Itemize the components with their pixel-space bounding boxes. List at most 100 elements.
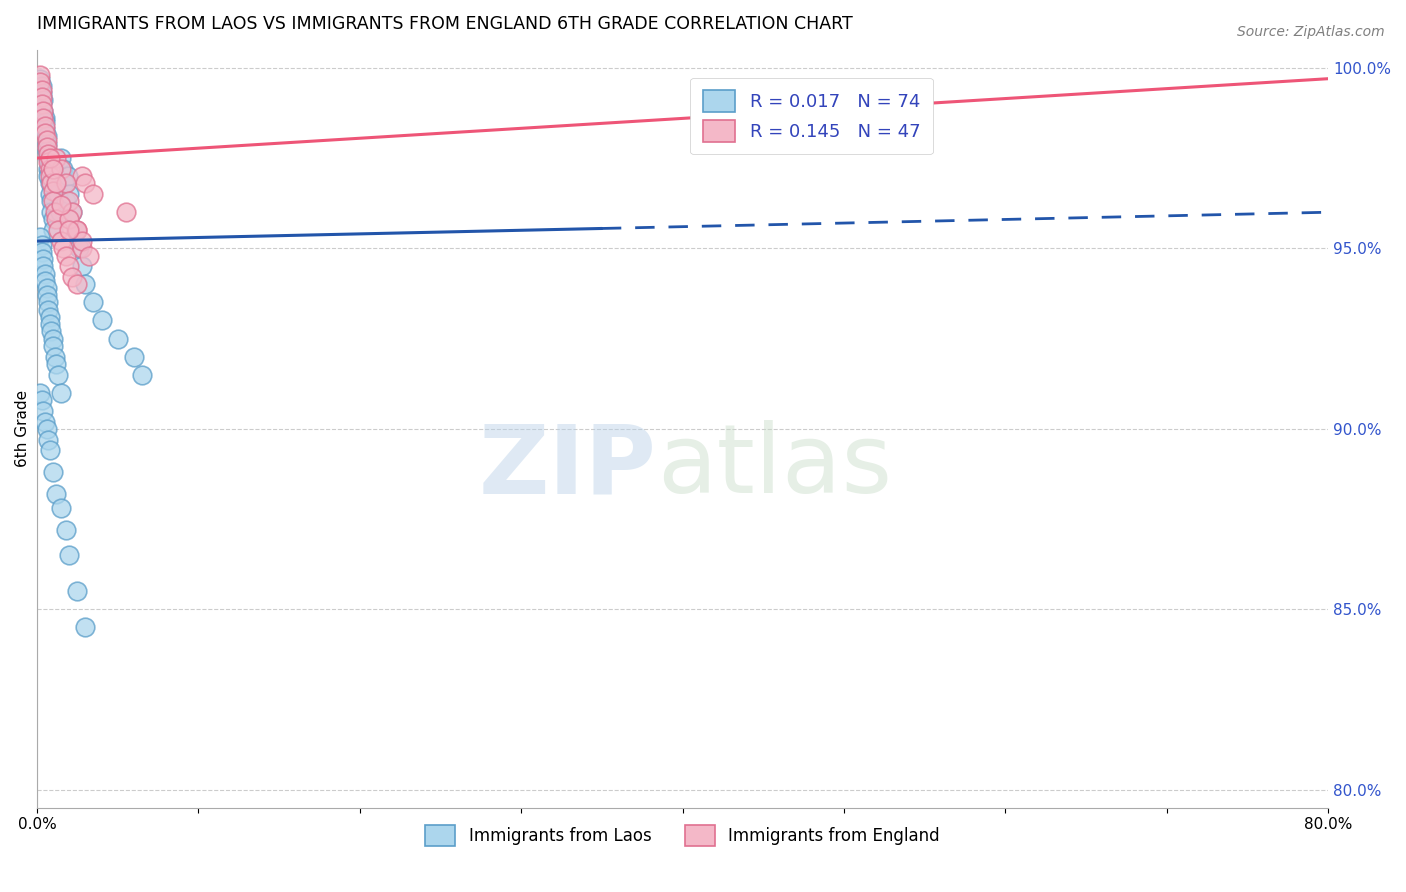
Point: [35, 281, 58, 295]
Point: [42, 332, 65, 346]
Point: [37, 302, 59, 317]
Point: [38, 169, 60, 183]
Point: [65, 223, 87, 237]
Point: [45, 357, 67, 371]
Point: [82, 295, 104, 310]
Point: [37, 161, 59, 176]
Point: [38, 177, 60, 191]
Point: [66, 584, 89, 599]
Point: [62, 205, 84, 219]
Point: [35, 288, 58, 302]
Point: [32, 252, 55, 267]
Point: [56, 169, 79, 183]
Point: [49, 161, 72, 176]
Point: [55, 248, 77, 262]
Point: [35, 144, 58, 158]
Point: [37, 151, 59, 165]
Point: [32, 403, 55, 417]
Point: [31, 89, 53, 103]
Point: [31, 97, 53, 112]
Point: [34, 119, 56, 133]
Point: [70, 260, 93, 274]
Point: [45, 486, 67, 500]
Y-axis label: 6th Grade: 6th Grade: [15, 390, 30, 467]
Point: [42, 194, 65, 209]
Point: [53, 177, 76, 191]
Point: [31, 78, 53, 93]
Point: [58, 548, 80, 562]
Point: [32, 104, 55, 119]
Point: [32, 112, 55, 126]
Point: [41, 205, 63, 219]
Point: [32, 94, 55, 108]
Text: atlas: atlas: [657, 420, 891, 513]
Point: [70, 241, 93, 255]
Point: [82, 187, 104, 202]
Point: [75, 177, 97, 191]
Point: [66, 223, 89, 237]
Text: Source: ZipAtlas.com: Source: ZipAtlas.com: [1237, 25, 1385, 39]
Point: [45, 177, 67, 191]
Point: [37, 295, 59, 310]
Point: [77, 248, 100, 262]
Point: [31, 86, 53, 100]
Point: [35, 129, 58, 144]
Point: [49, 385, 72, 400]
Point: [34, 112, 56, 126]
Point: [62, 205, 84, 219]
Point: [35, 422, 58, 436]
Point: [37, 433, 59, 447]
Text: ZIP: ZIP: [479, 420, 657, 513]
Point: [45, 151, 67, 165]
Point: [30, 230, 52, 244]
Point: [46, 223, 69, 237]
Point: [122, 350, 145, 364]
Point: [35, 140, 58, 154]
Point: [35, 133, 58, 147]
Point: [42, 184, 65, 198]
Point: [34, 126, 56, 140]
Point: [58, 194, 80, 209]
Point: [75, 277, 97, 292]
Point: [42, 465, 65, 479]
Point: [31, 82, 53, 96]
Point: [49, 234, 72, 248]
Point: [66, 223, 89, 237]
Point: [37, 147, 59, 161]
Point: [55, 177, 77, 191]
Point: [131, 368, 153, 382]
Point: [38, 161, 60, 176]
Point: [58, 260, 80, 274]
Point: [58, 212, 80, 227]
Point: [52, 161, 75, 176]
Point: [35, 136, 58, 151]
Point: [58, 187, 80, 202]
Point: [44, 205, 66, 219]
Point: [49, 151, 72, 165]
Point: [45, 212, 67, 227]
Point: [38, 187, 60, 202]
Point: [38, 443, 60, 458]
Point: [31, 237, 53, 252]
Point: [30, 68, 52, 82]
Point: [48, 205, 70, 219]
Point: [45, 177, 67, 191]
Point: [42, 223, 65, 237]
Point: [55, 194, 77, 209]
Point: [70, 169, 93, 183]
Text: IMMIGRANTS FROM LAOS VS IMMIGRANTS FROM ENGLAND 6TH GRADE CORRELATION CHART: IMMIGRANTS FROM LAOS VS IMMIGRANTS FROM …: [37, 15, 852, 33]
Point: [38, 317, 60, 331]
Point: [46, 187, 69, 202]
Point: [42, 339, 65, 353]
Point: [41, 324, 63, 338]
Point: [32, 104, 55, 119]
Point: [30, 71, 52, 86]
Point: [49, 198, 72, 212]
Legend: R = 0.017   N = 74, R = 0.145   N = 47: R = 0.017 N = 74, R = 0.145 N = 47: [690, 78, 934, 154]
Point: [34, 115, 56, 129]
Point: [49, 501, 72, 516]
Point: [46, 368, 69, 382]
Point: [62, 270, 84, 285]
Point: [41, 194, 63, 209]
Point: [42, 212, 65, 227]
